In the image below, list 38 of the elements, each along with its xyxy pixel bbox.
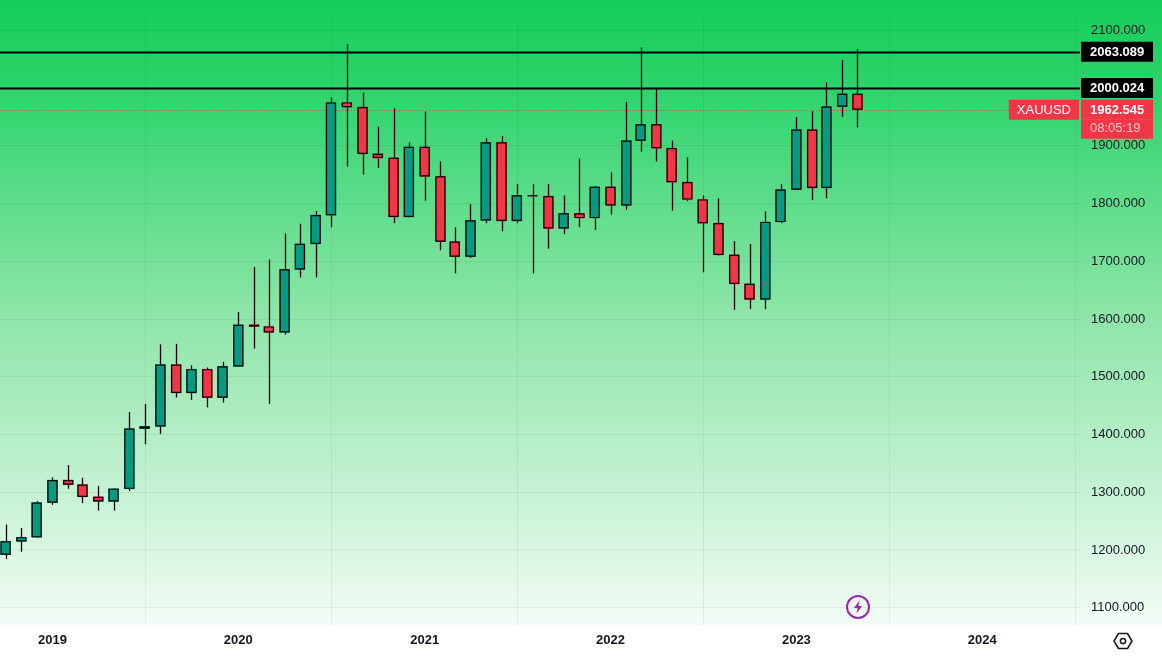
y-tick-label: 1700.000 <box>1091 252 1146 268</box>
candlestick <box>92 485 104 512</box>
candlestick <box>682 156 693 202</box>
y-tick-label: 1400.000 <box>1091 426 1146 442</box>
x-tick-label: 2022 <box>596 632 625 648</box>
candlestick <box>449 226 461 275</box>
candlestick <box>0 523 11 560</box>
candlestick <box>62 464 74 490</box>
annotation: XAUUSD <box>1016 101 1072 117</box>
y-tick-label: 1500.000 <box>1091 368 1146 384</box>
y-tick-label: 2100.000 <box>1091 21 1146 37</box>
y-tick-label: 1600.000 <box>1091 310 1146 326</box>
ref-line-label: 2000.024 <box>1090 80 1145 96</box>
y-tick-label: 1100.000 <box>1091 599 1145 615</box>
candlestick <box>605 171 616 216</box>
y-tick-label: 1300.000 <box>1091 483 1146 499</box>
candlestick <box>558 194 570 235</box>
x-tick-label: 2019 <box>37 632 67 648</box>
candlestick <box>574 157 585 228</box>
x-tick-label: 2024 <box>967 632 998 648</box>
y-tick-label: 1200.000 <box>1091 541 1146 557</box>
candlestick <box>16 527 27 553</box>
candlestick <box>248 266 260 350</box>
candlestick <box>77 477 88 504</box>
candlestick <box>47 476 58 506</box>
text: 08:05:19 <box>1090 119 1141 135</box>
y-tick-label: 1800.000 <box>1091 195 1146 211</box>
candlestick <box>108 487 119 512</box>
candlestick <box>744 243 755 310</box>
candlestick <box>372 126 384 169</box>
ref-line-label: 1962.545 <box>1090 101 1145 117</box>
candlestick <box>139 403 150 445</box>
x-tick-label: 2020 <box>223 632 253 648</box>
candlestick <box>263 258 275 405</box>
x-tick-label: 2023 <box>781 632 811 648</box>
ref-line-label: 2063.089 <box>1090 43 1145 59</box>
y-tick-label: 1900.000 <box>1091 137 1146 153</box>
x-tick-label: 2021 <box>410 632 440 648</box>
